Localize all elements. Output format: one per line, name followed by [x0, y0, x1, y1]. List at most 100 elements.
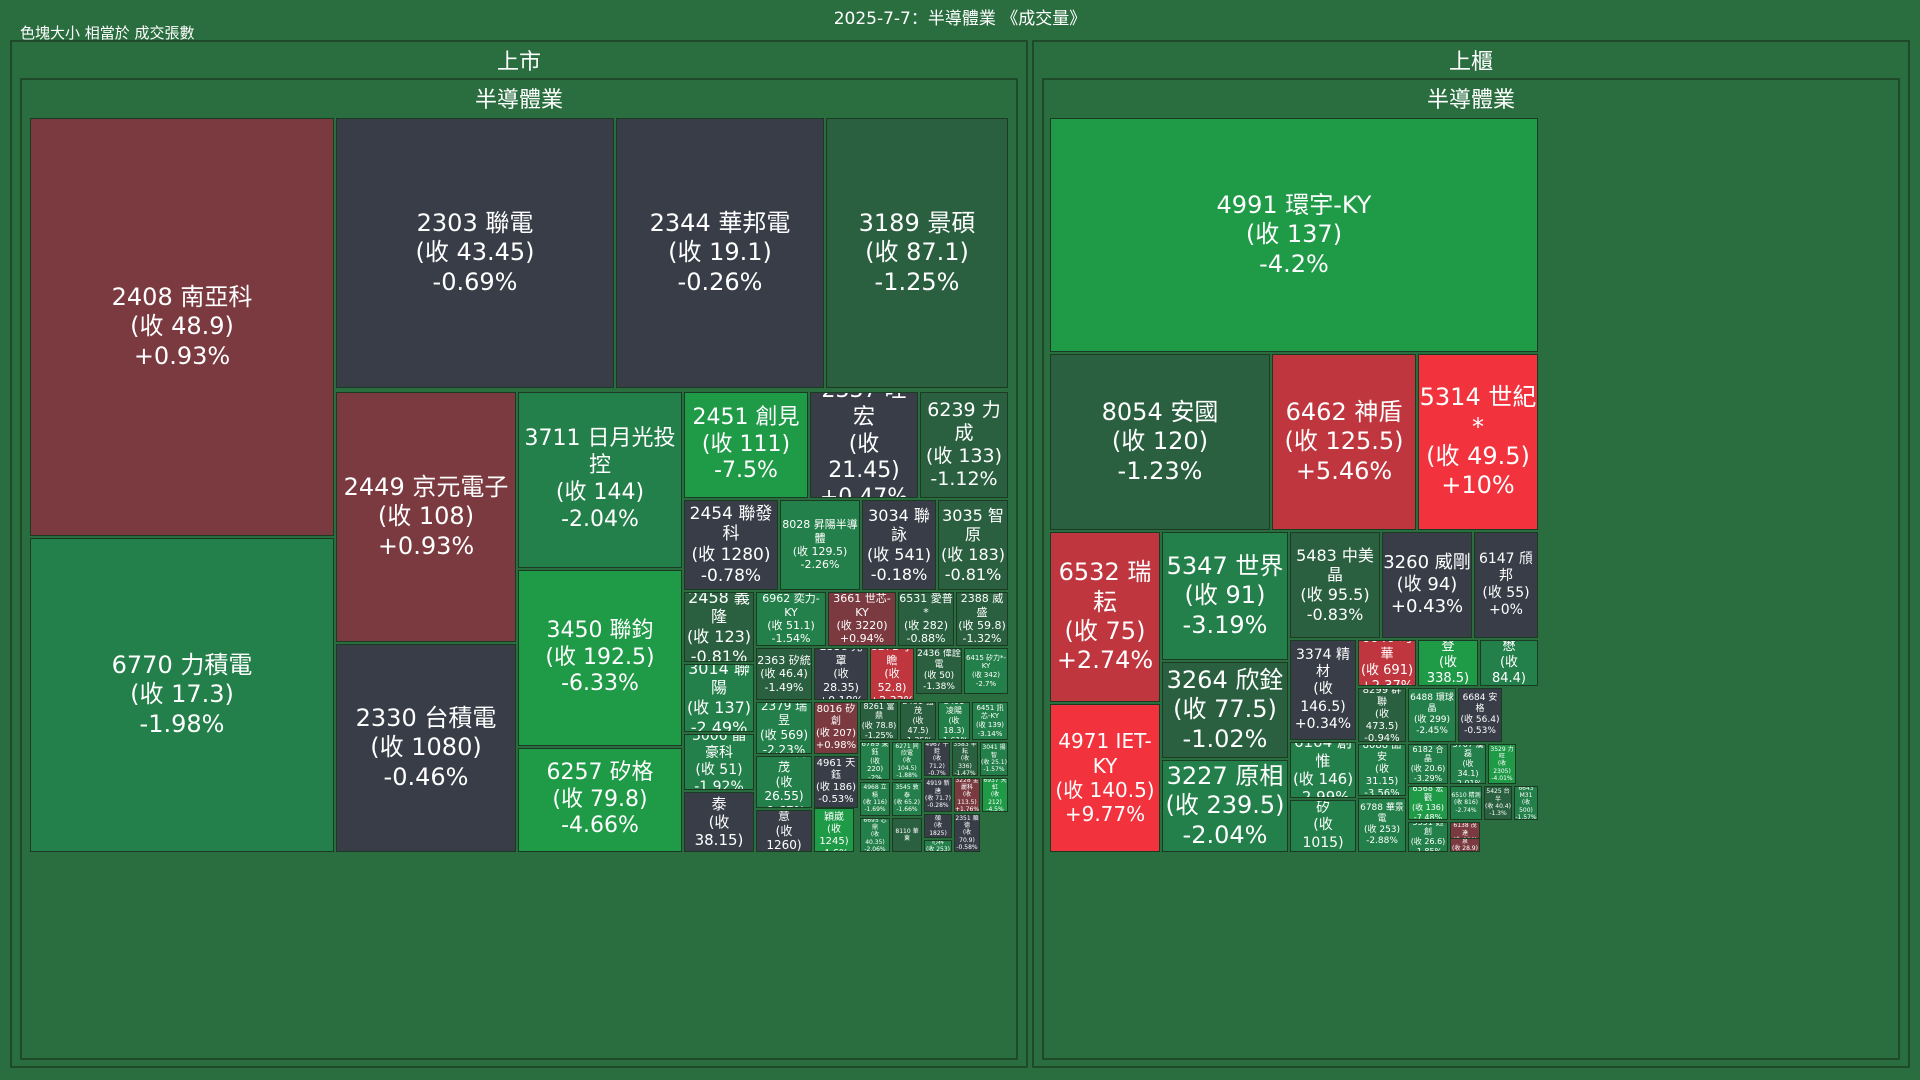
tile-2330[interactable]: 2330 台積電 (收 1080) -0.46%	[336, 644, 516, 852]
tile-6531[interactable]: 6531 愛普* (收 282) -0.88%	[898, 592, 954, 646]
tile-6451[interactable]: 6451 訊芯-KY (收 139) -3.14%	[972, 702, 1008, 740]
tile-3035[interactable]: 3035 智原 (收 183) -0.81%	[938, 500, 1008, 590]
tile-4919[interactable]: 4919 新唐 (收 71.7) -0.28%	[924, 778, 952, 812]
tile-8150[interactable]: 8150 南茂 (收 26.55) -1.67%	[756, 756, 812, 808]
tile-label: 6531 愛普* (收 282) -0.88%	[899, 592, 953, 646]
tile-4967[interactable]: 4967 十銓 (收 71.2) -0.7%	[924, 742, 950, 776]
tile-2344[interactable]: 2344 華邦電 (收 19.1) -0.26%	[616, 118, 824, 388]
tile-8299[interactable]: 8299 群聯 (收 473.5) -0.94%	[1358, 688, 1406, 742]
tile-2408[interactable]: 2408 南亞科 (收 48.9) +0.93%	[30, 118, 334, 536]
tile-6640[interactable]: 6640 均華 (收 691) +2.37%	[1358, 640, 1416, 686]
tile-8028[interactable]: 8028 昇陽半導體 (收 129.5) -2.26%	[780, 500, 860, 590]
tile-3264[interactable]: 3264 欣銓 (收 77.5) -1.02%	[1162, 662, 1288, 758]
tile-8110[interactable]: 8110 華東	[892, 818, 922, 852]
tile-label: 2458 義隆 (收 123) -0.81%	[686, 592, 752, 662]
tile-3450[interactable]: 3450 聯鈞 (收 192.5) -6.33%	[518, 570, 682, 746]
tile-label: 3014 聯陽 (收 137) -2.49%	[686, 664, 752, 732]
tile-3711[interactable]: 3711 日月光投控 (收 144) -2.04%	[518, 392, 682, 568]
tile-4961[interactable]: 4961 天鈺 (收 186) -0.53%	[814, 756, 858, 808]
tile-2338[interactable]: 2338 光罩 (收 28.35) +0.18%	[814, 648, 868, 700]
tile-6415[interactable]: 6415 矽力*-KY (收 342) -2.7%	[964, 648, 1008, 694]
tile-label: 2449 京元電子 (收 108) +0.93%	[343, 473, 509, 560]
tile-6488[interactable]: 6488 環球晶 (收 299) -2.45%	[1408, 688, 1456, 742]
tile-6147[interactable]: 6147 頎邦 (收 55) +0%	[1474, 532, 1538, 638]
tile-label: 5351 鈺創 (收 26.6) -1.85%	[1410, 822, 1446, 852]
tile-3374[interactable]: 3374 精材 (收 146.5) +0.34%	[1290, 640, 1356, 740]
tile-5347[interactable]: 5347 世界 (收 91) -3.19%	[1162, 532, 1288, 660]
tile-5483[interactable]: 5483 中美晶 (收 95.5) -0.83%	[1290, 532, 1380, 638]
tile-3014[interactable]: 3014 聯陽 (收 137) -2.49%	[684, 664, 754, 732]
tile-8271[interactable]: 8271 宇瞻 (收 52.8) +2.33%	[870, 648, 914, 700]
tile-6533[interactable]: 6533 晶心科 (收 253) -2.23%	[924, 840, 952, 852]
tile-label: 6640 均華 (收 691) +2.37%	[1360, 641, 1414, 685]
tile-6695[interactable]: 6695 芯鼎 (收 40.35) -2.06%	[860, 818, 890, 852]
tile-3041[interactable]: 3041 揚智 (收 25.1) -1.57%	[980, 742, 1008, 776]
tile-2329[interactable]: 2329 華泰 (收 38.15) -0.13%	[684, 792, 754, 852]
tile-3545[interactable]: 3545 敦泰 (收 65.2) -1.66%	[892, 782, 922, 816]
tile-6257[interactable]: 6257 矽格 (收 79.8) -4.66%	[518, 748, 682, 852]
tile-2436[interactable]: 2436 偉詮電 (收 50) -1.38%	[916, 648, 962, 694]
tile-6684[interactable]: 6684 安格 (收 56.4) -0.53%	[1458, 688, 1502, 742]
tile-6510[interactable]: 6510 精測 (收 816) -2.74%	[1450, 786, 1482, 820]
tile-label: 3006 晶豪科 (收 51) -1.92%	[691, 734, 747, 790]
tile-3122[interactable]: 3122 笙泉 (收 28.9) +1.58%	[1450, 838, 1480, 852]
tile-3228[interactable]: 3228 金麗科 (收 113.5) +1.76%	[954, 778, 980, 812]
tile-6643[interactable]: 6643 M31 (收 500) -1.57%	[1514, 786, 1538, 820]
tile-8016[interactable]: 8016 矽創 (收 207) +0.98%	[814, 702, 858, 754]
tile-6568[interactable]: 6568 宏觀 (收 136) -7.48%	[1408, 786, 1448, 820]
tile-6104[interactable]: 6104 創惟 (收 146) -2.99%	[1290, 742, 1356, 798]
tile-4971[interactable]: 4971 IET-KY (收 140.5) +9.77%	[1050, 704, 1160, 852]
tile-2363[interactable]: 2363 矽統 (收 46.4) -1.49%	[756, 648, 812, 700]
tile-2454[interactable]: 2454 聯發科 (收 1280) -0.78%	[684, 500, 778, 590]
tile-3189[interactable]: 3189 景碩 (收 87.1) -1.25%	[826, 118, 1008, 388]
tile-8054[interactable]: 8054 安國 (收 120) -1.23%	[1050, 354, 1270, 530]
tile-3034[interactable]: 3034 聯詠 (收 541) -0.18%	[862, 500, 936, 590]
tile-6223[interactable]: 6223 旺矽 (收 1015) -2.87%	[1290, 800, 1356, 852]
tile-3227[interactable]: 3227 原相 (收 239.5) -2.04%	[1162, 760, 1288, 852]
tile-3105[interactable]: 3105 穩懋 (收 84.4) -1.86%	[1480, 640, 1538, 686]
tile-6770[interactable]: 6770 力積電 (收 17.3) -1.98%	[30, 538, 334, 852]
tile-4991[interactable]: 4991 環宇-KY (收 137) -4.2%	[1050, 118, 1538, 352]
tile-5351[interactable]: 5351 鈺創 (收 26.6) -1.85%	[1408, 822, 1448, 852]
tile-8261[interactable]: 8261 富鼎 (收 78.8) -1.25%	[860, 702, 898, 740]
tile-2337[interactable]: 2337 旺宏 (收 21.45) +0.47%	[810, 392, 918, 498]
tile-6515[interactable]: 6515 穎崴 (收 1245) -4.6%	[814, 808, 854, 852]
tile-3680[interactable]: 3680 家登 (收 338.5) -4.11%	[1418, 640, 1478, 686]
tile-2401[interactable]: 2401 凌陽 (收 18.3) -1.61%	[938, 702, 970, 740]
tile-3260[interactable]: 3260 威剛 (收 94) +0.43%	[1382, 532, 1472, 638]
tile-2449[interactable]: 2449 京元電子 (收 108) +0.93%	[336, 392, 516, 642]
tile-3529[interactable]: 3529 力旺 (收 2305) -4.01%	[1488, 744, 1516, 784]
tile-4968[interactable]: 4968 立積 (收 116) -1.69%	[860, 782, 890, 816]
tile-6182[interactable]: 6182 合晶 (收 20.6) -3.29%	[1408, 744, 1448, 784]
tile-6962[interactable]: 6962 奕力-KY (收 51.1) -1.54%	[756, 592, 826, 646]
tile-label: 6643 M31 (收 500) -1.57%	[1515, 786, 1537, 820]
tile-6271[interactable]: 6271 同欣電 (收 104.5) -1.88%	[892, 742, 922, 780]
tile-2388[interactable]: 2388 威盛 (收 59.8) -1.32%	[956, 592, 1008, 646]
tile-6788[interactable]: 6788 華景電 (收 253) -2.88%	[1358, 798, 1406, 852]
tile-2351[interactable]: 2351 順德 (收 70.9) -0.58%	[954, 814, 980, 852]
tile-3443[interactable]: 3443 創意 (收 1260) +0.4%	[756, 810, 812, 852]
tile-5314[interactable]: 5314 世紀* (收 49.5) +10%	[1418, 354, 1538, 530]
tile-6462[interactable]: 6462 神盾 (收 125.5) +5.46%	[1272, 354, 1416, 530]
tile-label: 6533 晶心科 (收 253) -2.23%	[925, 840, 951, 852]
tile-3707[interactable]: 3707 漢磊 (收 34.1) -2.01%	[1450, 744, 1486, 784]
tile-2458[interactable]: 2458 義隆 (收 123) -0.81%	[684, 592, 754, 662]
tile-label: 3529 力旺 (收 2305) -4.01%	[1490, 745, 1514, 782]
tile-2481[interactable]: 2481 強茂 (收 47.5) -1.35%	[900, 702, 936, 740]
tile-6789[interactable]: 6789 采鈺 (收 220) -2%	[860, 742, 890, 780]
tile-label: 3583 辛耘 (收 336) -1.47%	[953, 742, 977, 776]
tile-3583[interactable]: 3583 辛耘 (收 336) -1.47%	[952, 742, 978, 776]
tile-6532[interactable]: 6532 瑞耘 (收 75) +2.74%	[1050, 532, 1160, 702]
tile-label: 8150 南茂 (收 26.55) -1.67%	[761, 757, 807, 807]
tile-2451[interactable]: 2451 創見 (收 111) -7.5%	[684, 392, 808, 498]
tile-6239[interactable]: 6239 力成 (收 133) -1.12%	[920, 392, 1008, 498]
tile-6937[interactable]: 6937 天虹 (收 212) -4.5%	[982, 778, 1008, 812]
tile-3661[interactable]: 3661 世芯-KY (收 3220) +0.94%	[828, 592, 896, 646]
tile-label: 3260 威剛 (收 94) +0.43%	[1383, 552, 1471, 617]
tile-2379[interactable]: 2379 瑞昱 (收 569) -2.23%	[756, 702, 812, 754]
tile-3006[interactable]: 3006 晶豪科 (收 51) -1.92%	[684, 734, 754, 790]
tile-2303[interactable]: 2303 聯電 (收 43.45) -0.69%	[336, 118, 614, 388]
tile-5269[interactable]: 5269 祥碩 (收 1825) +0%	[924, 814, 952, 838]
tile-5425[interactable]: 5425 台半 (收 40.4) -1.3%	[1484, 786, 1512, 820]
tile-8088[interactable]: 8088 品安 (收 31.15) -3.56%	[1358, 744, 1406, 796]
